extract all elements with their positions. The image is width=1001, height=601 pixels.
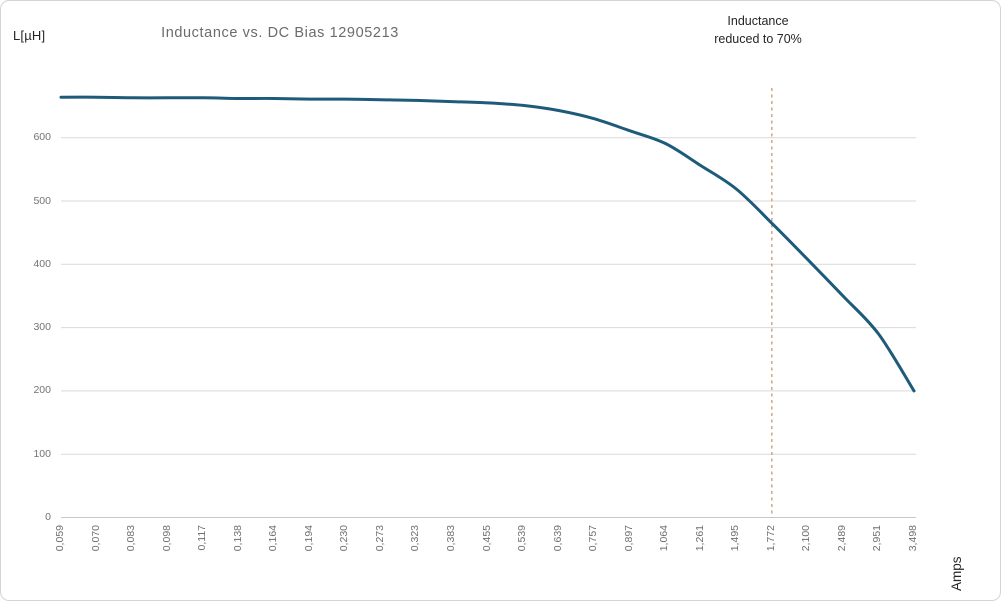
x-tick-label: 1,064 xyxy=(658,525,671,552)
y-tick-label: 0 xyxy=(45,511,51,523)
x-tick-label: 0,098 xyxy=(160,525,173,552)
x-tick-label: 0,383 xyxy=(444,525,457,552)
x-tick-label: 1,495 xyxy=(729,525,742,552)
x-tick-label: 1,261 xyxy=(693,525,706,552)
x-tick-label: 3,498 xyxy=(907,525,919,552)
x-tick-label: 0,117 xyxy=(196,525,209,551)
x-axis-unit-label: Amps xyxy=(949,556,964,591)
y-tick-label: 300 xyxy=(33,321,51,334)
x-tick-label: 0,164 xyxy=(267,525,280,552)
x-tick-label: 0,455 xyxy=(480,525,493,552)
x-tick-label: 0,194 xyxy=(302,525,315,552)
x-tick-label: 2,100 xyxy=(800,525,813,552)
x-tick-label: 0,230 xyxy=(338,525,351,552)
x-tick-label: 0,083 xyxy=(125,525,138,552)
x-tick-label: 2,951 xyxy=(871,525,884,552)
y-axis-unit-label: L[µH] xyxy=(13,28,46,43)
y-tick-label: 600 xyxy=(33,131,51,144)
y-tick-label: 200 xyxy=(33,384,51,397)
x-tick-label: 0,757 xyxy=(587,525,600,552)
inductance-curve xyxy=(59,95,916,393)
y-tick-label: 100 xyxy=(33,447,51,460)
annotation-line2: reduced to 70% xyxy=(714,32,802,47)
x-tick-label: 0,639 xyxy=(551,525,564,552)
x-tick-label: 0,323 xyxy=(409,525,422,552)
x-tick-label: 0,273 xyxy=(373,525,386,552)
y-tick-label: 400 xyxy=(33,257,51,270)
x-tick-label: 0,138 xyxy=(231,525,244,552)
x-tick-label: 0,539 xyxy=(516,525,529,552)
chart-title: Inductance vs. DC Bias 12905213 xyxy=(161,25,399,41)
x-tick-label: 1,772 xyxy=(764,525,777,552)
x-tick-label: 2,489 xyxy=(835,525,848,552)
annotation-label: Inductance reduced to 70% xyxy=(658,12,858,48)
annotation-line1: Inductance xyxy=(727,14,789,28)
x-tick-label: 0,897 xyxy=(622,525,635,552)
y-tick-label: 500 xyxy=(33,194,51,207)
x-tick-label: 0,059 xyxy=(54,525,66,552)
x-tick-label: 0,070 xyxy=(89,525,102,552)
